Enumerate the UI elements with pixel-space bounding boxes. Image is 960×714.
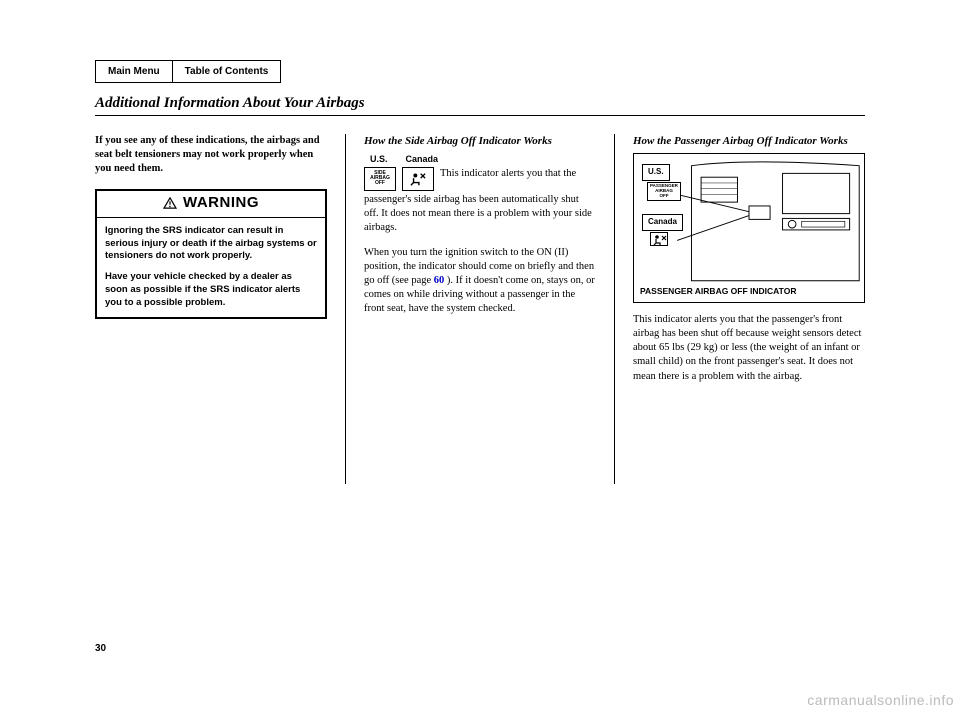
toc-button[interactable]: Table of Contents bbox=[173, 60, 282, 83]
warning-p1: Ignoring the SRS indicator can result in… bbox=[105, 225, 317, 263]
figure-label-us: U.S. bbox=[642, 164, 670, 181]
nav-buttons: Main Menu Table of Contents bbox=[95, 60, 865, 83]
figure-badge-us: PASSENGER AIRBAG OFF bbox=[647, 182, 681, 201]
icon-us-line3: OFF bbox=[370, 181, 390, 186]
watermark: carmanualsonline.info bbox=[807, 692, 954, 708]
side-airbag-off-icon-canada bbox=[402, 167, 434, 191]
column-divider-2 bbox=[614, 134, 615, 484]
column-3: How the Passenger Airbag Off Indicator W… bbox=[633, 134, 865, 484]
column-1: If you see any of these indications, the… bbox=[95, 134, 327, 484]
seated-person-icon-small bbox=[651, 233, 669, 247]
dashboard-figure: U.S. PASSENGER AIRBAG OFF Canada PASSENG… bbox=[633, 153, 865, 303]
warning-body: Ignoring the SRS indicator can result in… bbox=[97, 218, 325, 317]
col2-p1a: This indicator alerts you that the bbox=[440, 168, 576, 179]
seated-person-icon bbox=[407, 171, 429, 187]
col2-p1b: passenger's side airbag has been automat… bbox=[364, 193, 596, 236]
label-canada: Canada bbox=[406, 153, 439, 165]
indicator-icon-row: SIDE AIRBAG OFF This indicator alerts yo… bbox=[364, 167, 596, 191]
main-menu-button[interactable]: Main Menu bbox=[95, 60, 173, 83]
warning-box: WARNING Ignoring the SRS indicator can r… bbox=[95, 189, 327, 319]
warning-icon bbox=[163, 197, 177, 209]
warning-label: WARNING bbox=[183, 193, 259, 213]
icon-country-labels: U.S. Canada bbox=[370, 153, 596, 165]
title-rule bbox=[95, 115, 865, 116]
col1-intro: If you see any of these indications, the… bbox=[95, 134, 327, 177]
figure-caption: PASSENGER AIRBAG OFF INDICATOR bbox=[640, 286, 796, 297]
col3-p1: This indicator alerts you that the passe… bbox=[633, 313, 865, 384]
page-link-60[interactable]: 60 bbox=[434, 275, 445, 286]
col3-heading: How the Passenger Airbag Off Indicator W… bbox=[633, 134, 865, 149]
column-divider-1 bbox=[345, 134, 346, 484]
fig-badge-l3: OFF bbox=[650, 194, 678, 199]
label-us: U.S. bbox=[370, 153, 388, 165]
col2-p2: When you turn the ignition switch to the… bbox=[364, 246, 596, 317]
page-number: 30 bbox=[95, 643, 106, 654]
figure-badge-canada bbox=[650, 232, 668, 246]
figure-label-canada: Canada bbox=[642, 214, 683, 231]
side-airbag-off-icon-us: SIDE AIRBAG OFF bbox=[364, 167, 396, 191]
col2-heading: How the Side Airbag Off Indicator Works bbox=[364, 134, 596, 149]
warning-p2: Have your vehicle checked by a dealer as… bbox=[105, 271, 317, 309]
warning-header: WARNING bbox=[97, 191, 325, 218]
content-columns: If you see any of these indications, the… bbox=[95, 134, 865, 484]
col2-p1-side: This indicator alerts you that the bbox=[440, 167, 596, 181]
column-2: How the Side Airbag Off Indicator Works … bbox=[364, 134, 596, 484]
page-title: Additional Information About Your Airbag… bbox=[95, 95, 865, 112]
